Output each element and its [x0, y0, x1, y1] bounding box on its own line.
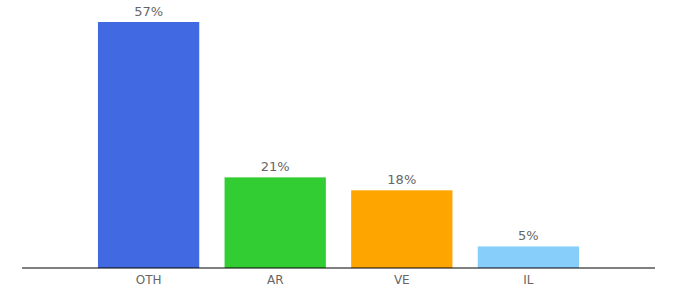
data-label: 21%: [261, 159, 290, 174]
x-axis-line: [22, 268, 655, 269]
bar: [225, 177, 326, 268]
data-labels: 57% 21% 18% 5%: [134, 4, 539, 243]
chart: 57% 21% 18% 5% OTH AR VE IL: [0, 0, 680, 300]
x-tick-labels: OTH AR VE IL: [136, 273, 534, 287]
chart-container: 57% 21% 18% 5% OTH AR VE IL: [0, 0, 680, 300]
x-tick-label: OTH: [136, 273, 162, 287]
bars: [98, 22, 579, 268]
data-label: 5%: [518, 228, 539, 243]
x-tick-label: VE: [394, 273, 410, 287]
x-tick-label: IL: [523, 273, 534, 287]
bar: [351, 190, 452, 268]
x-tick-label: AR: [267, 273, 284, 287]
bar: [478, 246, 579, 268]
data-label: 18%: [387, 172, 416, 187]
data-label: 57%: [134, 4, 163, 19]
bar: [98, 22, 199, 268]
